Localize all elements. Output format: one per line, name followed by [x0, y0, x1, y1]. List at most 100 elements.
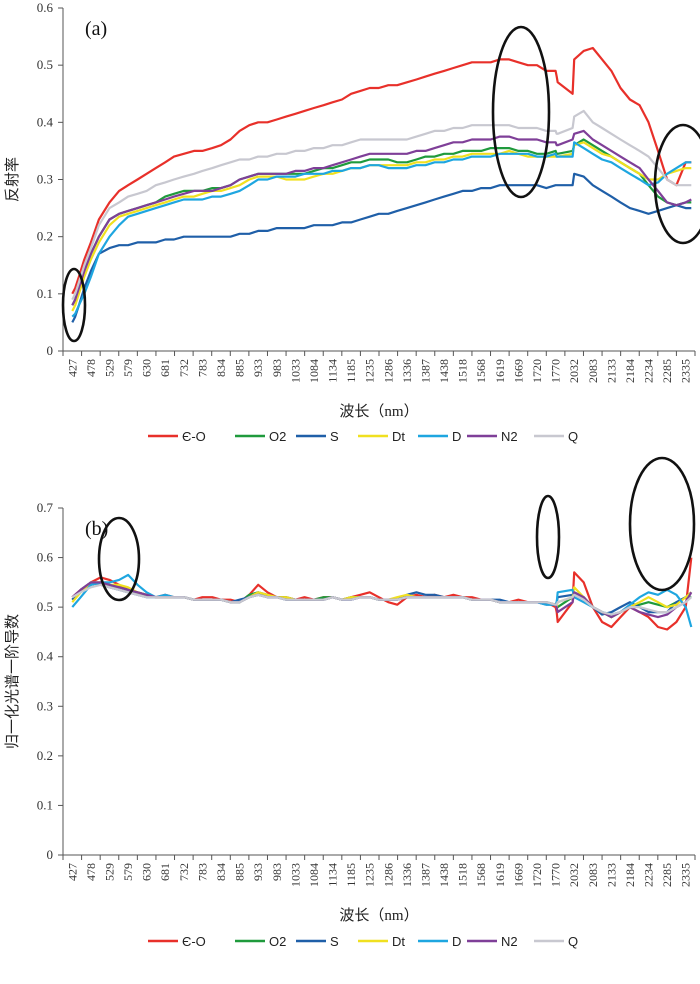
- legend-label: D: [452, 429, 461, 444]
- chart-panel-a: 0 0.1 0.2 0.3 0.4 0.5 0.6 427 478 529 579 630 681 732…: [4, 0, 700, 444]
- x-tick-label: 630: [140, 863, 154, 881]
- x-tick-label: 834: [214, 359, 228, 377]
- series-line-Q: [71, 109, 692, 301]
- highlight-ellipse: [97, 516, 141, 602]
- x-tick-label: 1286: [381, 863, 395, 887]
- x-tick-label: 1235: [363, 359, 377, 383]
- x-axis-label: 波长（nm）: [339, 403, 418, 420]
- x-tick-label: 1084: [307, 863, 321, 887]
- y-tick-label: 0.6: [37, 550, 54, 565]
- x-tick-label: 1720: [530, 359, 544, 383]
- x-tick-label: 1185: [344, 863, 358, 887]
- x-tick-label: 579: [121, 863, 135, 881]
- x-tick-label: 2285: [660, 359, 674, 383]
- y-tick-label: 0.1: [37, 797, 53, 812]
- x-tick-label: 1669: [511, 863, 525, 887]
- series-line-O2: [71, 138, 692, 306]
- y-axis-label: 反射率: [4, 157, 21, 202]
- y-axis-label: 归一化光谱一阶导数: [4, 614, 21, 749]
- y-tick-label: 0.3: [37, 172, 53, 187]
- x-tick-label: 1134: [326, 863, 340, 887]
- legend-label: Q: [568, 429, 578, 444]
- x-tick-label: 1033: [288, 359, 302, 383]
- legend-label: S: [330, 934, 339, 949]
- x-tick-label: 2133: [604, 863, 618, 887]
- y-tick-label: 0: [47, 847, 54, 862]
- x-tick-label: 2133: [604, 359, 618, 383]
- x-tick-label: 2083: [586, 359, 600, 383]
- x-tick-label: 1286: [381, 359, 395, 383]
- x-tick-label: 529: [102, 359, 116, 377]
- x-tick-label: 529: [102, 863, 116, 881]
- legend-label: Є-O: [182, 934, 206, 949]
- series-line-D: [71, 141, 692, 318]
- legend-label: Q: [568, 934, 578, 949]
- x-tick-label: 2285: [660, 863, 674, 887]
- y-tick-label: 0.5: [37, 599, 53, 614]
- x-tick-label: 2083: [586, 863, 600, 887]
- x-tick-label: 427: [65, 863, 79, 881]
- x-tick-label: 681: [158, 863, 172, 881]
- legend-label: N2: [501, 429, 518, 444]
- x-tick-label: 2184: [623, 863, 637, 887]
- x-tick-label: 2234: [642, 863, 656, 887]
- x-tick-label: 1619: [493, 359, 507, 383]
- y-tick-label: 0.2: [37, 748, 53, 763]
- x-tick-label: 732: [177, 359, 191, 377]
- x-tick-label: 783: [195, 359, 209, 377]
- highlight-ellipse: [628, 456, 696, 592]
- y-tick-label: 0.2: [37, 229, 53, 244]
- series-line-N2: [71, 129, 692, 306]
- x-tick-label: 1438: [437, 359, 451, 383]
- series-line-Є-O: [71, 46, 692, 295]
- legend-label: Dt: [392, 934, 405, 949]
- legend-label: S: [330, 429, 339, 444]
- x-tick-label: 1720: [530, 863, 544, 887]
- x-tick-label: 783: [195, 863, 209, 881]
- x-tick-label: 1033: [288, 863, 302, 887]
- x-tick-label: 885: [233, 863, 247, 881]
- x-tick-label: 885: [233, 359, 247, 377]
- y-tick-label: 0.4: [37, 114, 54, 129]
- y-tick-label: 0: [47, 343, 54, 358]
- y-tick-label: 0.3: [37, 698, 53, 713]
- x-tick-label: 427: [65, 359, 79, 377]
- x-tick-label: 933: [251, 863, 265, 881]
- x-tick-label: 478: [84, 863, 98, 881]
- x-tick-label: 834: [214, 863, 228, 881]
- x-tick-label: 1770: [549, 359, 563, 383]
- series-line-D: [71, 573, 693, 628]
- x-tick-label: 478: [84, 359, 98, 377]
- x-tick-label: 681: [158, 359, 172, 377]
- highlight-ellipse: [653, 123, 700, 245]
- y-tick-label: 0.4: [37, 649, 54, 664]
- y-tick-label: 0.7: [37, 500, 54, 515]
- legend-label: N2: [501, 934, 518, 949]
- x-tick-label: 1134: [326, 359, 340, 383]
- x-tick-label: 1770: [549, 863, 563, 887]
- x-tick-label: 1669: [511, 359, 525, 383]
- highlight-ellipse: [535, 494, 561, 580]
- legend-label: O2: [269, 934, 286, 949]
- x-tick-label: 1387: [418, 863, 432, 887]
- legend-label: Є-O: [182, 429, 206, 444]
- x-tick-label: 1518: [456, 359, 470, 383]
- series-line-Є-O: [71, 557, 693, 631]
- legend-label: Dt: [392, 429, 405, 444]
- x-tick-label: 983: [270, 863, 284, 881]
- series-line-S: [71, 172, 692, 323]
- series-line-Q: [71, 583, 693, 616]
- panel-label: (b): [85, 518, 108, 540]
- series-line-Dt: [71, 141, 692, 312]
- x-tick-label: 1619: [493, 863, 507, 887]
- x-axis-label: 波长（nm）: [339, 907, 418, 924]
- highlight-ellipse: [491, 25, 551, 199]
- x-tick-label: 1235: [363, 863, 377, 887]
- x-tick-label: 630: [140, 359, 154, 377]
- x-tick-label: 1084: [307, 359, 321, 383]
- legend-label: O2: [269, 429, 286, 444]
- x-tick-label: 732: [177, 863, 191, 881]
- x-tick-label: 2032: [567, 863, 581, 887]
